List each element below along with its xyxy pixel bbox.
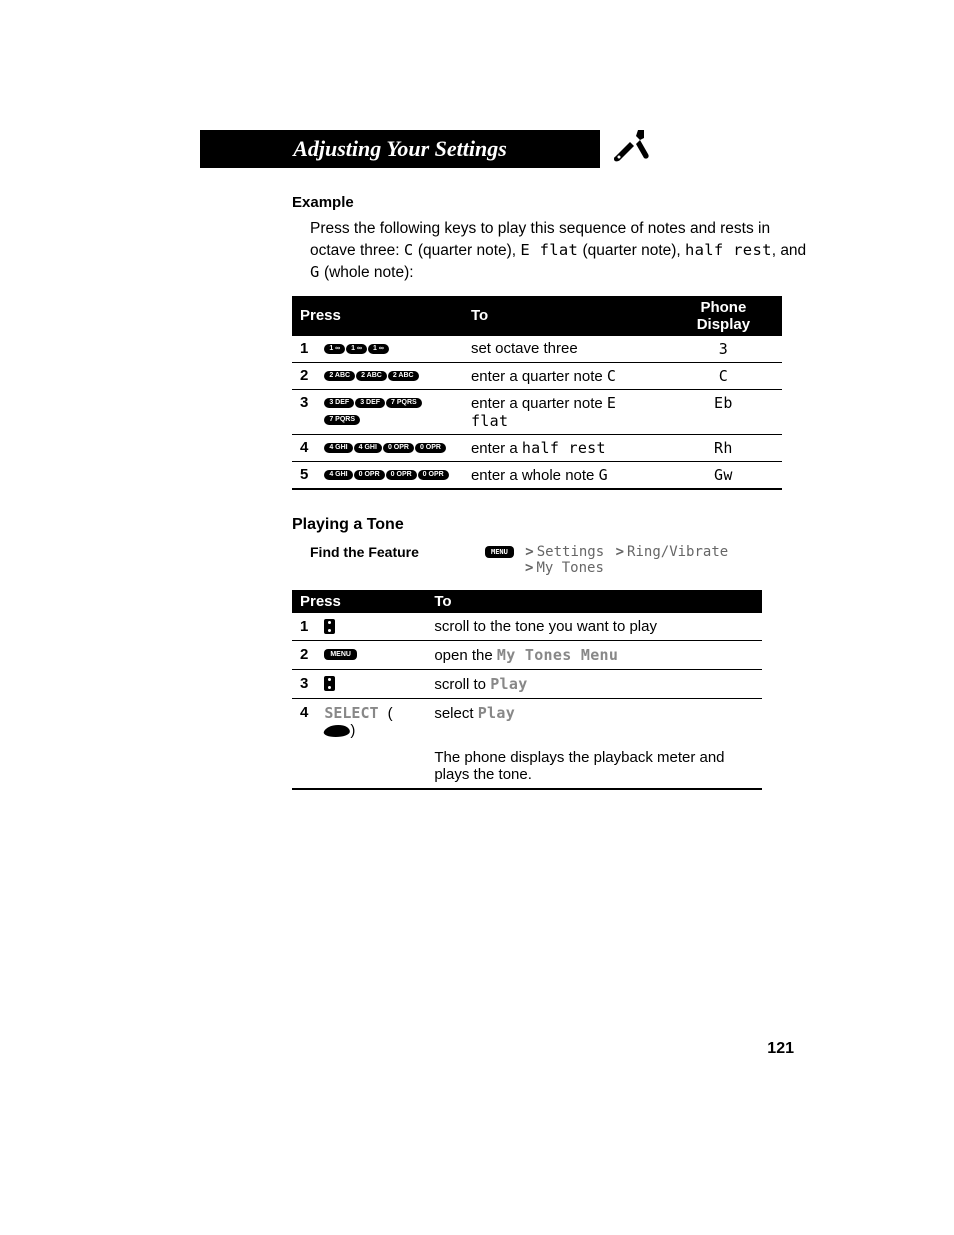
table-row: 11 ∞1 ∞1 ∞set octave three3 — [292, 336, 782, 363]
col-press: Press — [292, 296, 463, 336]
press-cell — [316, 613, 426, 641]
keycap-icon: 4 GHI — [324, 470, 352, 480]
keycap-icon: 1 ∞ — [368, 344, 389, 354]
find-feature-label: Find the Feature — [310, 544, 485, 576]
table-row: 2 MENU open the My Tones Menu — [292, 640, 762, 669]
table-row: 4SELECT ()select Play — [292, 698, 762, 744]
keycap-icon: 0 OPR — [386, 470, 417, 480]
page-title-banner: Adjusting Your Settings — [200, 130, 600, 168]
find-feature-path: MENU >Settings >Ring/Vibrate >My Tones — [485, 544, 728, 576]
to-cell: enter a quarter note E flat — [463, 389, 665, 434]
keycap-icon: 3 DEF — [355, 398, 385, 408]
col-to: To — [463, 296, 665, 336]
example-table: Press To Phone Display 11 ∞1 ∞1 ∞set oct… — [292, 296, 782, 490]
keycap-icon: 4 GHI — [324, 443, 352, 453]
keycap-icon: 0 OPR — [383, 443, 414, 453]
example-paragraph: Press the following keys to play this se… — [310, 219, 819, 284]
row-number: 4 — [292, 434, 316, 461]
keycap-icon: 7 PQRS — [386, 398, 422, 408]
row-number: 5 — [292, 461, 316, 489]
table-row: 22 ABC2 ABC2 ABCenter a quarter note CC — [292, 362, 782, 389]
row-number: 2 — [292, 640, 316, 669]
softkey-icon — [323, 725, 352, 737]
extra-note: The phone displays the playback meter an… — [426, 744, 762, 789]
to-cell: enter a half rest — [463, 434, 665, 461]
table-row: 33 DEF3 DEF7 PQRS7 PQRSenter a quarter n… — [292, 389, 782, 434]
keycap-icon: 1 ∞ — [346, 344, 367, 354]
to-cell: enter a quarter note C — [463, 362, 665, 389]
table-row: The phone displays the playback meter an… — [292, 744, 762, 789]
keycap-icon: 2 ABC — [324, 371, 355, 381]
example-heading: Example — [292, 194, 819, 211]
display-cell: Eb — [665, 389, 782, 434]
menu-key-icon: MENU — [485, 546, 514, 558]
table-row: 44 GHI4 GHI0 OPR0 OPRenter a half restRh — [292, 434, 782, 461]
to-cell: scroll to Play — [426, 669, 762, 698]
col-display: Phone Display — [665, 296, 782, 336]
keycap-icon: 2 ABC — [356, 371, 387, 381]
page-title: Adjusting Your Settings — [293, 136, 507, 161]
to-cell: set octave three — [463, 336, 665, 363]
key-sequence: 3 DEF3 DEF7 PQRS7 PQRS — [316, 389, 463, 434]
key-sequence: 4 GHI4 GHI0 OPR0 OPR — [316, 434, 463, 461]
keycap-icon: 0 OPR — [354, 470, 385, 480]
key-sequence: 4 GHI0 OPR0 OPR0 OPR — [316, 461, 463, 489]
to-cell: open the My Tones Menu — [426, 640, 762, 669]
playing-heading: Playing a Tone — [292, 516, 819, 534]
keycap-icon: 0 OPR — [415, 443, 446, 453]
display-cell: Gw — [665, 461, 782, 489]
keycap-icon: 4 GHI — [354, 443, 382, 453]
nav-key-icon — [324, 676, 335, 691]
keycap-icon: 3 DEF — [324, 398, 354, 408]
row-number: 3 — [292, 669, 316, 698]
press-cell: SELECT () — [316, 698, 426, 744]
find-feature-row: Find the Feature MENU >Settings >Ring/Vi… — [310, 544, 819, 576]
keycap-icon: 7 PQRS — [324, 415, 360, 425]
table-row: 54 GHI0 OPR0 OPR0 OPRenter a whole note … — [292, 461, 782, 489]
tools-icon — [610, 126, 656, 177]
key-sequence: 2 ABC2 ABC2 ABC — [316, 362, 463, 389]
page-number: 121 — [767, 1040, 794, 1058]
menu-key-icon: MENU — [324, 649, 357, 660]
press-cell — [316, 669, 426, 698]
col2-press: Press — [292, 590, 426, 613]
keycap-icon: 1 ∞ — [324, 344, 345, 354]
nav-key-icon — [324, 619, 335, 634]
select-label: SELECT — [324, 704, 387, 722]
row-number: 1 — [292, 336, 316, 363]
keycap-icon: 2 ABC — [388, 371, 419, 381]
display-cell: C — [665, 362, 782, 389]
row-number: 1 — [292, 613, 316, 641]
press-cell: MENU — [316, 640, 426, 669]
col2-to: To — [426, 590, 762, 613]
row-number: 4 — [292, 698, 316, 744]
display-cell: Rh — [665, 434, 782, 461]
row-number: 2 — [292, 362, 316, 389]
display-cell: 3 — [665, 336, 782, 363]
row-number: 3 — [292, 389, 316, 434]
to-cell: enter a whole note G — [463, 461, 665, 489]
to-cell: scroll to the tone you want to play — [426, 613, 762, 641]
key-sequence: 1 ∞1 ∞1 ∞ — [316, 336, 463, 363]
table-row: 1 scroll to the tone you want to play — [292, 613, 762, 641]
to-cell: select Play — [426, 698, 762, 744]
playing-table: Press To 1 scroll to the tone you want to… — [292, 590, 762, 790]
table-row: 3 scroll to Play — [292, 669, 762, 698]
keycap-icon: 0 OPR — [418, 470, 449, 480]
